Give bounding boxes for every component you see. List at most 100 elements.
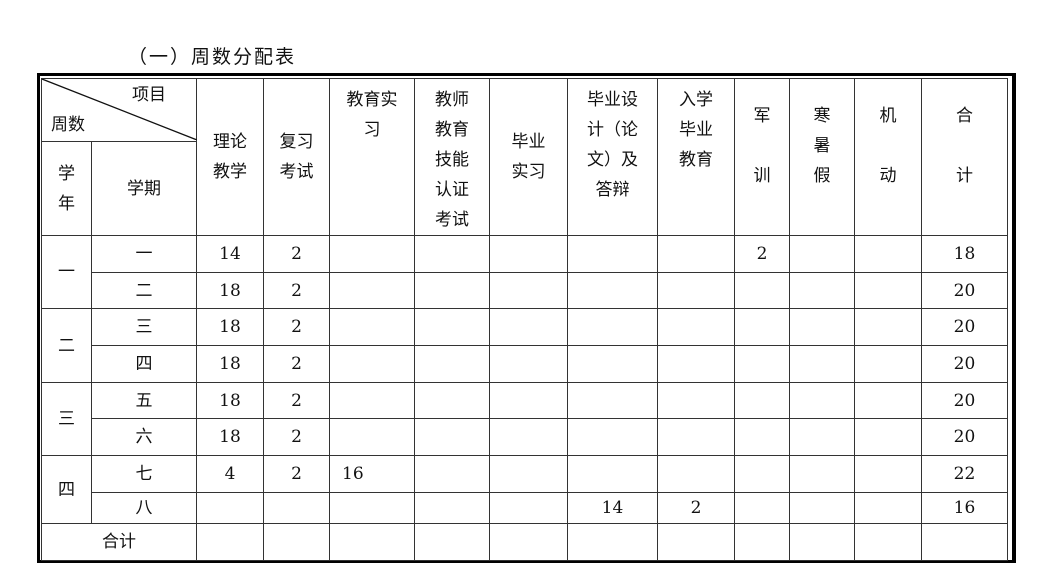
cell-graduation-practice bbox=[489, 492, 568, 524]
cell-military-training: 2 bbox=[734, 235, 790, 273]
cell-flexible bbox=[854, 455, 922, 493]
cell-graduation-thesis bbox=[567, 235, 658, 273]
total-label: 合计 bbox=[41, 523, 197, 561]
cell-flexible bbox=[854, 235, 922, 273]
cell-winter-summer-vacation bbox=[789, 345, 855, 383]
cell-graduation-practice bbox=[489, 235, 568, 273]
cell-total: 16 bbox=[921, 492, 1008, 524]
cell-total: 22 bbox=[921, 455, 1008, 493]
header-year: 学 年 bbox=[41, 141, 92, 236]
cell-teacher-skill-cert bbox=[414, 272, 490, 309]
cell-review-exam: 2 bbox=[263, 382, 330, 419]
cell-review-exam: 2 bbox=[263, 345, 330, 383]
corner-header-weeks: 周数 bbox=[51, 115, 85, 135]
cell-theory: 18 bbox=[196, 308, 264, 346]
total-cell-winter-summer-vacation bbox=[789, 523, 855, 561]
cell-flexible bbox=[854, 345, 922, 383]
year-cell: 一 bbox=[41, 235, 92, 309]
cell-graduation-practice bbox=[489, 345, 568, 383]
cell-winter-summer-vacation bbox=[789, 235, 855, 273]
cell-total: 18 bbox=[921, 235, 1008, 273]
total-cell-flexible bbox=[854, 523, 922, 561]
term-cell: 一 bbox=[91, 235, 197, 273]
cell-review-exam: 2 bbox=[263, 235, 330, 273]
total-cell-total bbox=[921, 523, 1008, 561]
cell-total: 20 bbox=[921, 418, 1008, 456]
table-row: 二三 18 2 20 bbox=[41, 308, 1008, 383]
total-cell-entry-graduation-edu bbox=[657, 523, 735, 561]
cell-military-training bbox=[734, 492, 790, 524]
cell-teaching-practice bbox=[329, 345, 415, 383]
total-cell-graduation-thesis bbox=[567, 523, 658, 561]
cell-graduation-practice bbox=[489, 272, 568, 309]
cell-winter-summer-vacation bbox=[789, 382, 855, 419]
cell-winter-summer-vacation bbox=[789, 418, 855, 456]
cell-graduation-thesis: 14 bbox=[567, 492, 658, 524]
header-flexible: 机 动 bbox=[854, 78, 922, 236]
cell-entry-graduation-edu bbox=[657, 345, 735, 383]
cell-review-exam: 2 bbox=[263, 272, 330, 309]
cell-teaching-practice bbox=[329, 272, 415, 309]
table-row: 八 14 2 16 bbox=[42, 492, 1008, 524]
total-cell-review-exam bbox=[263, 523, 330, 561]
cell-theory: 18 bbox=[196, 418, 264, 456]
cell-theory: 18 bbox=[196, 382, 264, 419]
cell-entry-graduation-edu bbox=[657, 308, 735, 346]
cell-teaching-practice bbox=[329, 235, 415, 273]
table-row: 四七 4 2 16 22 bbox=[41, 455, 1008, 524]
cell-winter-summer-vacation bbox=[789, 492, 855, 524]
cell-flexible bbox=[854, 272, 922, 309]
cell-teacher-skill-cert bbox=[414, 345, 490, 383]
cell-teacher-skill-cert bbox=[414, 492, 490, 524]
cell-total: 20 bbox=[921, 272, 1008, 309]
header-teacher-skill-cert: 教师 教育 技能 认证 考试 bbox=[414, 78, 490, 236]
cell-total: 20 bbox=[921, 345, 1008, 383]
header-military-training: 军 训 bbox=[734, 78, 790, 236]
cell-winter-summer-vacation bbox=[789, 272, 855, 309]
cell-entry-graduation-edu bbox=[657, 272, 735, 309]
cell-graduation-practice bbox=[489, 308, 568, 346]
term-cell: 二 bbox=[91, 272, 197, 309]
header-theory: 理论 教学 bbox=[196, 78, 264, 236]
cell-flexible bbox=[854, 308, 922, 346]
cell-review-exam: 2 bbox=[263, 308, 330, 346]
cell-total: 20 bbox=[921, 308, 1008, 346]
corner-header-items: 项目 bbox=[132, 85, 166, 105]
cell-total: 20 bbox=[921, 382, 1008, 419]
header-winter-summer-vacation: 寒 暑 假 bbox=[789, 78, 855, 236]
cell-theory: 4 bbox=[196, 455, 264, 493]
cell-graduation-thesis bbox=[567, 382, 658, 419]
cell-teaching-practice: 16 bbox=[329, 455, 415, 493]
corner-header-cell: 项目 周数 bbox=[41, 78, 197, 142]
header-term: 学期 bbox=[91, 141, 197, 236]
cell-teacher-skill-cert bbox=[414, 418, 490, 456]
year-cell: 三 bbox=[41, 382, 92, 456]
cell-theory bbox=[196, 492, 264, 524]
term-cell: 五 bbox=[91, 382, 197, 419]
cell-entry-graduation-edu bbox=[657, 382, 735, 419]
cell-theory: 18 bbox=[196, 345, 264, 383]
cell-teacher-skill-cert bbox=[414, 235, 490, 273]
table-row: 四 18 2 20 bbox=[42, 345, 1008, 383]
cell-entry-graduation-edu bbox=[657, 455, 735, 493]
week-allocation-table-frame: 项目 周数 理论 教学 复习 考试 教育实 习教师 教育 技能 认证 考试 毕业 实习… bbox=[37, 73, 1016, 563]
cell-entry-graduation-edu bbox=[657, 235, 735, 273]
cell-flexible bbox=[854, 418, 922, 456]
header-total: 合 计 bbox=[921, 78, 1008, 236]
total-cell-teaching-practice bbox=[329, 523, 415, 561]
table-row: 二 18 2 20 bbox=[42, 272, 1008, 309]
term-cell: 三 bbox=[91, 308, 197, 346]
cell-graduation-thesis bbox=[567, 272, 658, 309]
total-cell-military-training bbox=[734, 523, 790, 561]
header-review-exam: 复习 考试 bbox=[263, 78, 330, 236]
cell-entry-graduation-edu bbox=[657, 418, 735, 456]
cell-theory: 18 bbox=[196, 272, 264, 309]
cell-military-training bbox=[734, 418, 790, 456]
cell-winter-summer-vacation bbox=[789, 455, 855, 493]
table-row: 一一 14 2 2 18 bbox=[41, 235, 1008, 309]
year-cell: 四 bbox=[41, 455, 92, 524]
cell-theory: 14 bbox=[196, 235, 264, 273]
cell-graduation-practice bbox=[489, 455, 568, 493]
header-entry-graduation-edu: 入学 毕业 教育 bbox=[657, 78, 735, 236]
diagonal-divider bbox=[42, 79, 197, 140]
